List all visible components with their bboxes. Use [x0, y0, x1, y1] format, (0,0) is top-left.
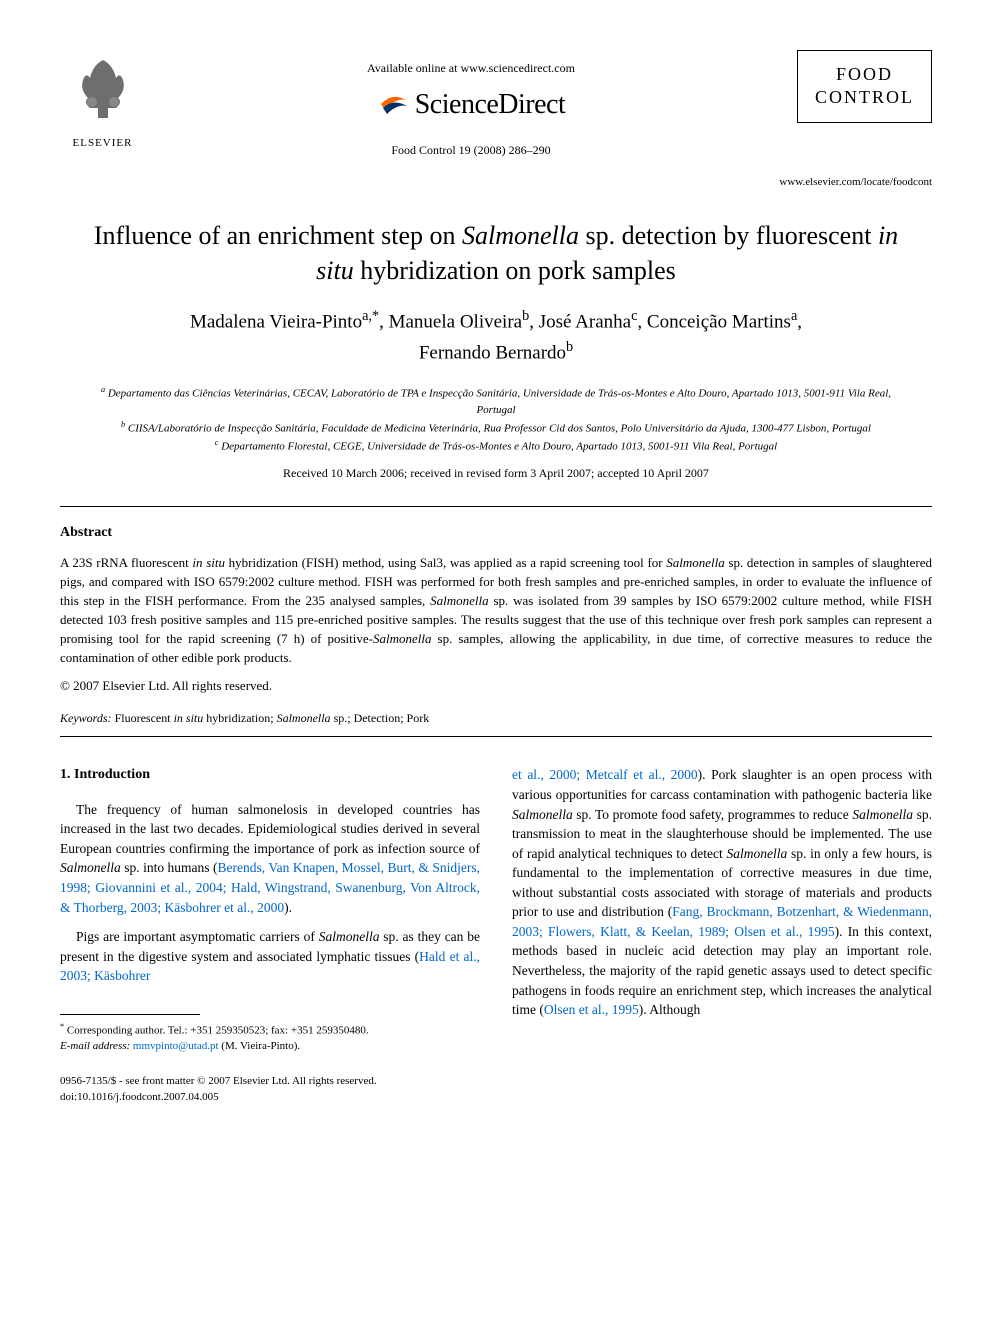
journal-name-line2: CONTROL [806, 86, 923, 109]
journal-name-box: FOOD CONTROL [797, 50, 932, 123]
divider-bottom [60, 736, 932, 737]
affiliation-c: c Departamento Florestal, CEGE, Universi… [100, 437, 892, 455]
sciencedirect-logo: ScienceDirect [145, 85, 797, 124]
sciencedirect-swoosh-icon [377, 88, 409, 120]
author-3: José Aranha [539, 312, 631, 333]
journal-name-line1: FOOD [806, 63, 923, 86]
available-online-text: Available online at www.sciencedirect.co… [145, 60, 797, 77]
article-dates: Received 10 March 2006; received in revi… [60, 465, 932, 482]
elsevier-logo: ELSEVIER [60, 50, 145, 151]
front-matter-line: 0956-7135/$ - see front matter © 2007 El… [60, 1074, 480, 1089]
footnote-divider [60, 1014, 200, 1015]
email-link[interactable]: mmvpinto@utad.pt [133, 1040, 219, 1052]
section-1-heading: 1. Introduction [60, 765, 480, 785]
journal-box-container: FOOD CONTROL [797, 50, 932, 123]
doi-line: doi:10.1016/j.foodcont.2007.04.005 [60, 1090, 480, 1105]
center-header: Available online at www.sciencedirect.co… [145, 50, 797, 165]
intro-para-1: The frequency of human salmonelosis in d… [60, 800, 480, 917]
abstract-copyright: © 2007 Elsevier Ltd. All rights reserved… [60, 677, 932, 695]
ref-link[interactable]: et al., 2000; Metcalf et al., 2000 [512, 767, 698, 782]
column-left: 1. Introduction The frequency of human s… [60, 765, 480, 1105]
column-right: et al., 2000; Metcalf et al., 2000). Por… [512, 765, 932, 1105]
abstract-body: A 23S rRNA fluorescent in situ hybridiza… [60, 554, 932, 667]
keywords-label: Keywords: [60, 711, 112, 725]
journal-url: www.elsevier.com/locate/foodcont [60, 175, 932, 190]
body-columns: 1. Introduction The frequency of human s… [60, 765, 932, 1105]
article-title: Influence of an enrichment step on Salmo… [60, 218, 932, 288]
author-2: Manuela Oliveira [389, 312, 522, 333]
divider-top [60, 506, 932, 507]
abstract-heading: Abstract [60, 523, 932, 543]
intro-para-2: Pigs are important asymptomatic carriers… [60, 927, 480, 986]
ref-link[interactable]: Olsen et al., 1995 [544, 1002, 639, 1017]
intro-para-2-cont: et al., 2000; Metcalf et al., 2000). Por… [512, 765, 932, 1019]
page-header: ELSEVIER Available online at www.science… [60, 50, 932, 165]
publication-info: 0956-7135/$ - see front matter © 2007 El… [60, 1074, 480, 1105]
keywords-line: Keywords: Fluorescent in situ hybridizat… [60, 710, 932, 727]
elsevier-label: ELSEVIER [60, 136, 145, 151]
authors-line: Madalena Vieira-Pintoa,*, Manuela Olivei… [60, 306, 932, 368]
elsevier-tree-icon [68, 50, 138, 125]
corresponding-author-footnote: * Corresponding author. Tel.: +351 25935… [60, 1021, 480, 1054]
author-1: Madalena Vieira-Pinto [190, 312, 362, 333]
affiliation-b: b CIISA/Laboratório de Inspecção Sanitár… [100, 419, 892, 437]
sciencedirect-text: ScienceDirect [415, 85, 566, 124]
author-5: Fernando Bernardo [419, 343, 566, 364]
journal-reference: Food Control 19 (2008) 286–290 [145, 142, 797, 159]
affiliation-a: a Departamento das Ciências Veterinárias… [100, 384, 892, 419]
author-4: Conceição Martins [647, 312, 791, 333]
affiliations: a Departamento das Ciências Veterinárias… [60, 384, 932, 455]
